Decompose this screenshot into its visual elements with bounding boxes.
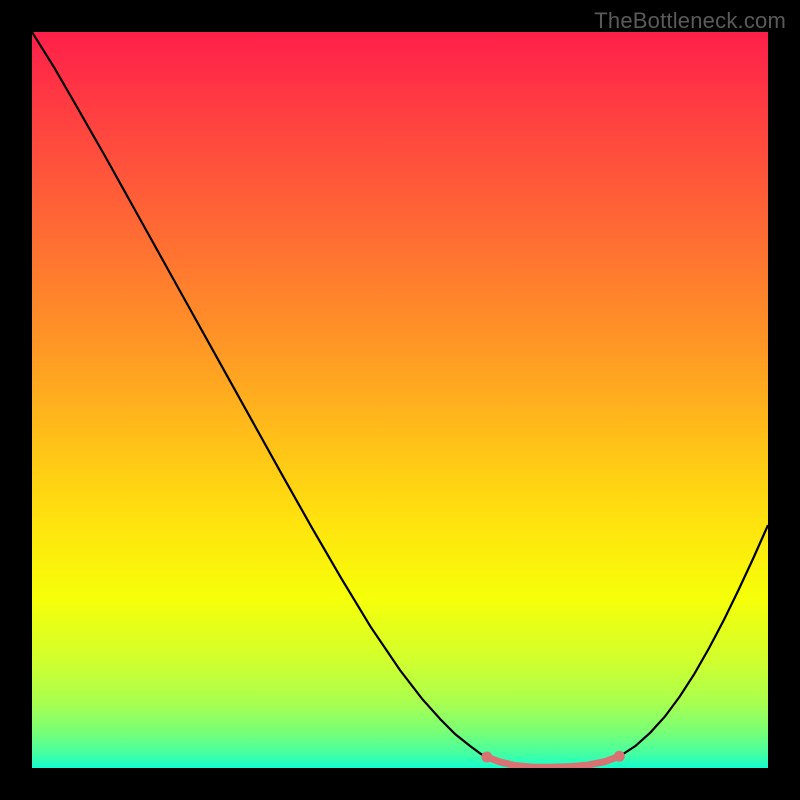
curve-layer — [32, 32, 768, 768]
plot-area — [32, 32, 768, 768]
watermark-text: TheBottleneck.com — [594, 8, 786, 34]
highlight-segment — [487, 756, 619, 767]
highlight-start-dot — [481, 751, 492, 762]
bottleneck-curve — [32, 32, 768, 768]
chart-container: { "watermark": { "text": "TheBottleneck.… — [0, 0, 800, 800]
highlight-end-dot — [614, 751, 625, 762]
